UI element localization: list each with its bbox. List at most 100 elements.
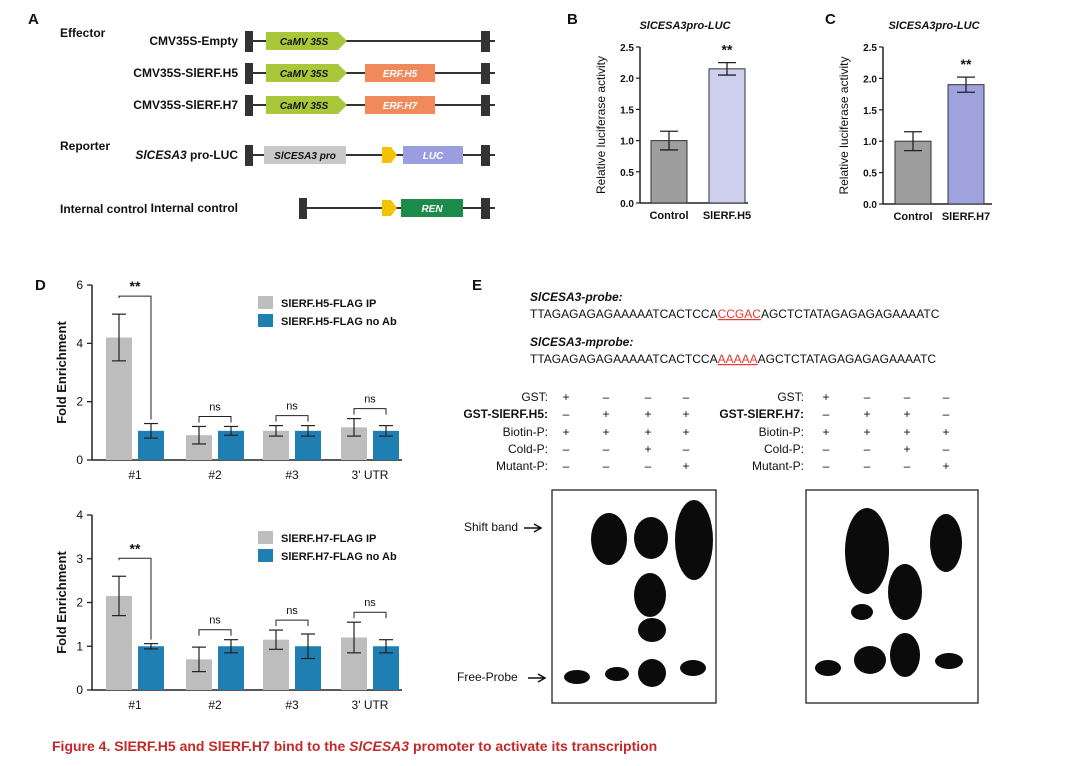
panel-d-top-ytick-label-1: 2 [76,395,83,409]
panel-d-bottom-bracket-0 [118,557,152,640]
panel-b-sig-1: ** [722,42,733,58]
panel-d-bottom-legend-label-1: SlERF.H7-FLAG no Ab [281,551,397,563]
probe-sequence-site: CCGAC [718,307,762,321]
construct-empty-promoter [266,32,347,50]
gel1-table-cell-4-1: – [603,459,610,473]
construct-h5-label: CMV35S-SlERF.H5 [133,66,238,80]
panel-b-bar-1 [708,68,746,204]
gel1-table-cell-0-0: + [562,390,569,404]
gel2-band-0 [815,660,841,676]
panel-d-bottom-legend-swatch-0 [258,531,273,544]
construct-reporter-label-rest: pro-LUC [187,148,239,162]
mprobe-sequence-pre: TTAGAGAGAGAAAAATCACTCCA [530,352,718,366]
panel-b-ylabel: Relative luciferase activity [594,56,608,194]
construct-h7-erf-label: ERF.H7 [383,101,418,112]
panel-c-ylabel: Relative luciferase activity [837,56,851,194]
gel1-table-cell-2-3: + [682,425,689,439]
construct-h5-right-border [481,63,490,84]
gel2-table-row-label-4: Mutant-P: [752,459,804,473]
construct-h7-left-border [245,95,253,116]
gel1-table-cell-4-3: + [682,459,689,473]
panel-d-bottom-legend-swatch-1 [258,549,273,562]
free-probe-arrow [528,673,547,683]
panel-d-bottom-ytick-label-2: 2 [76,596,83,610]
panel-d-bottom-bar-1-3 [373,646,399,690]
panel-d-top-sig-2: ns [286,401,298,413]
construct-internal-arrow [382,200,397,216]
panel-c-ytick-label-1: 0.5 [863,169,877,180]
construct-reporter-label: SlCESA3 pro-LUC [135,148,238,162]
gel1-table-cell-0-2: – [645,390,652,404]
gel2-band-2 [890,633,920,677]
gel1-band-3 [680,660,706,676]
gel1-table-row-label-0: GST: [521,390,548,404]
gel1-band-2 [638,659,666,687]
construct-h7-right-border [481,95,490,116]
gel1-table-cell-0-3: – [683,390,690,404]
panel-b-ytick-label-2: 1.0 [620,137,634,148]
construct-internal-ren [401,199,463,217]
gel1-band-6 [634,573,666,617]
gel2-table-cell-4-2: – [904,459,911,473]
gel2-table-cell-1-2: + [903,407,910,421]
gel2-table-cell-0-3: – [943,390,950,404]
shift-band-label: Shift band [464,520,518,534]
gel2-table-row-label-0: GST: [777,390,804,404]
gel2-table-cell-3-0: – [823,442,830,456]
gel1-table-cell-3-0: – [563,442,570,456]
gel2-table-cell-1-0: – [823,407,830,421]
gel1-table-row-label-4: Mutant-P: [496,459,548,473]
panel-d-top-ylabel: Fold Enrichment [54,321,69,424]
gel1-band-1 [605,667,629,681]
panel-d-bottom-ytick-label-3: 3 [76,552,83,566]
probe-label: SlCESA3-probe: [530,290,623,304]
construct-internal-right-border [481,198,490,219]
construct-reporter-arrow [382,147,397,163]
panel-b-letter: B [567,11,578,28]
panel-c-ytick-label-4: 2.0 [863,74,877,85]
construct-h5-promoter [266,64,347,82]
gel2-band-6 [930,514,962,572]
gel1-table-row-label-3: Cold-P: [508,442,548,456]
gel1-table-cell-1-1: + [602,407,609,421]
panel-d-bottom-sig-2: ns [286,605,298,617]
panel-b-xtick-label-1: SlERF.H5 [703,210,751,222]
gel1-band-4 [591,513,627,565]
panel-d-bottom-ytick-label-1: 1 [76,639,83,653]
construct-empty-promoter-label: CaMV 35S [280,37,329,48]
gel1-table-cell-1-2: + [644,407,651,421]
panel-d-bottom-bracket-3 [353,611,387,619]
gel2-table-cell-3-1: – [864,442,871,456]
construct-empty-label: CMV35S-Empty [149,34,238,48]
gel2-table-cell-0-2: – [904,390,911,404]
construct-internal-label: Internal control [151,201,238,215]
panel-d-bottom-ytick-label-0: 0 [76,683,83,697]
gel2-table-cell-2-1: + [863,425,870,439]
panel-d-top-sig-3: ns [364,394,376,406]
panel-d-bottom-legend-label-0: SlERF.H7-FLAG IP [281,533,376,545]
panel-d-top-xtick-label-1: #2 [208,468,222,482]
panel-d-bottom-ytick-label-4: 4 [76,508,83,522]
gel1-table-cell-4-0: – [563,459,570,473]
mprobe-sequence: TTAGAGAGAGAAAAATCACTCCAAAAAAAGCTCTATAGAG… [530,352,936,366]
panel-d-top-legend-label-0: SlERF.H5-FLAG IP [281,298,376,310]
panel-d-top-ytick-label-3: 6 [76,278,83,292]
mprobe-sequence-post: AGCTCTATAGAGAGAGAAAATC [758,352,937,366]
gel1-table-cell-3-3: – [683,442,690,456]
probe-sequence-post: AGCTCTATAGAGAGAGAAAATC [761,307,940,321]
gel2-table-cell-4-1: – [864,459,871,473]
shift-band-arrow [524,523,543,533]
construct-reporter-promoter-label: SlCESA3 pro [274,151,336,162]
construct-reporter-right-border [481,145,490,166]
panel-b-ytick-label-3: 1.5 [620,105,634,116]
gel2-table-cell-0-0: + [822,390,829,404]
gel2-table-cell-4-3: + [942,459,949,473]
panel-d-top-xtick-label-2: #3 [285,468,299,482]
gel2-table-cell-3-2: + [903,442,910,456]
gel2-band-5 [888,564,922,620]
panel-d-bottom-xtick-label-0: #1 [128,698,142,712]
gel1-table-cell-3-2: + [644,442,651,456]
panel-d-top-bracket-0 [118,295,152,420]
panel-d-bottom-xtick-label-2: #3 [285,698,299,712]
panel-c-ytick-label-3: 1.5 [863,106,877,117]
